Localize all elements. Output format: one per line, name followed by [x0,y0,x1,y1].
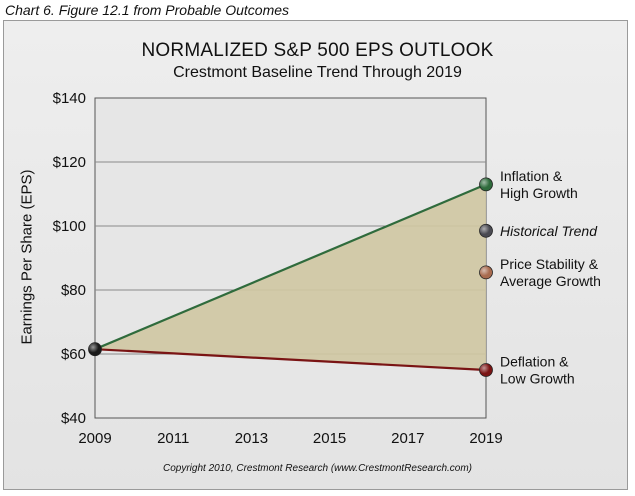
y-tick-label: $60 [61,346,86,363]
copyright-note: Copyright 2010, Crestmont Research (www.… [163,463,472,474]
y-axis-label: Earnings Per Share (EPS) [18,169,36,345]
endpoint-marker [479,177,493,192]
x-tick-label: 2019 [469,430,502,447]
y-tick-label: $140 [53,90,86,107]
x-tick-label: 2017 [391,430,424,447]
outcome-range-fill [95,184,486,370]
endpoint-label: Inflation & High Growth [500,168,578,201]
x-tick-labels: 2009 2011 2013 2015 2017 2019 [78,430,502,447]
x-tick-label: 2015 [313,430,346,447]
endpoint-marker [479,265,493,280]
figure-caption: Chart 6. Figure 12.1 from Probable Outco… [5,2,290,18]
series-lines [94,183,487,372]
y-tick-label: $40 [61,410,86,427]
y-tick-label: $80 [61,282,86,299]
y-tick-labels: $40 $60 $80 $100 $120 $140 [53,90,86,427]
x-tick-label: 2009 [78,430,111,447]
endpoint-label: Deflation & Low Growth [500,354,575,387]
endpoint-labels: Inflation & High Growth Historical Trend Pr… [500,168,601,387]
endpoint-label: Price Stability & Average Growth [500,256,601,289]
endpoint-label: Historical Trend [500,223,598,239]
y-tick-label: $120 [53,154,86,171]
data-points [88,177,493,377]
x-tick-label: 2011 [157,430,189,447]
x-tick-label: 2013 [235,430,268,447]
chart-title: NORMALIZED S&P 500 EPS OUTLOOK [141,40,494,61]
y-tick-label: $100 [53,218,86,235]
upper-trend-line [94,183,487,351]
endpoint-marker [479,223,493,238]
start-point [88,342,102,357]
lower-trend-line [94,348,487,372]
endpoint-marker [479,363,493,377]
chart-subtitle: Crestmont Baseline Trend Through 2019 [173,64,462,81]
